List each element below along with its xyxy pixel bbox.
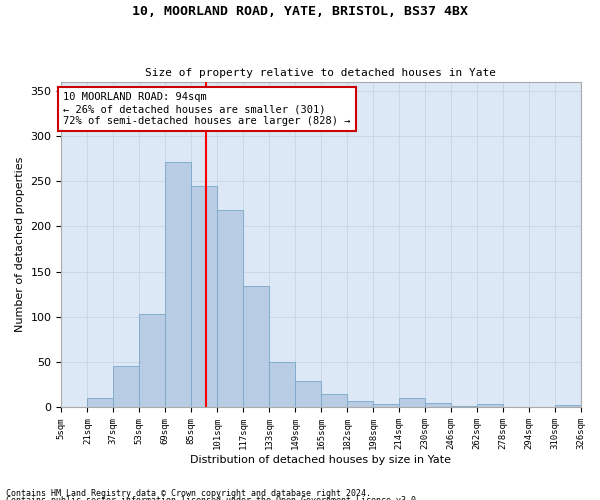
Bar	[243, 286, 269, 408]
X-axis label: Distribution of detached houses by size in Yate: Distribution of detached houses by size …	[190, 455, 451, 465]
Bar	[503, 406, 529, 408]
Bar	[269, 362, 295, 408]
Bar	[321, 394, 347, 407]
Bar	[165, 162, 191, 408]
Bar	[295, 381, 321, 407]
Text: Contains public sector information licensed under the Open Government Licence v3: Contains public sector information licen…	[6, 496, 421, 500]
Bar	[476, 404, 503, 407]
Bar	[451, 406, 476, 407]
Text: 10, MOORLAND ROAD, YATE, BRISTOL, BS37 4BX: 10, MOORLAND ROAD, YATE, BRISTOL, BS37 4…	[132, 5, 468, 18]
Y-axis label: Number of detached properties: Number of detached properties	[15, 157, 25, 332]
Bar	[399, 398, 425, 407]
Text: 10 MOORLAND ROAD: 94sqm
← 26% of detached houses are smaller (301)
72% of semi-d: 10 MOORLAND ROAD: 94sqm ← 26% of detache…	[63, 92, 350, 126]
Bar	[139, 314, 165, 408]
Bar	[88, 398, 113, 407]
Title: Size of property relative to detached houses in Yate: Size of property relative to detached ho…	[145, 68, 496, 78]
Bar	[113, 366, 139, 408]
Bar	[191, 186, 217, 408]
Bar	[554, 405, 581, 407]
Text: Contains HM Land Registry data © Crown copyright and database right 2024.: Contains HM Land Registry data © Crown c…	[6, 488, 371, 498]
Bar	[373, 404, 399, 407]
Bar	[347, 401, 373, 407]
Bar	[217, 210, 243, 408]
Bar	[425, 403, 451, 407]
